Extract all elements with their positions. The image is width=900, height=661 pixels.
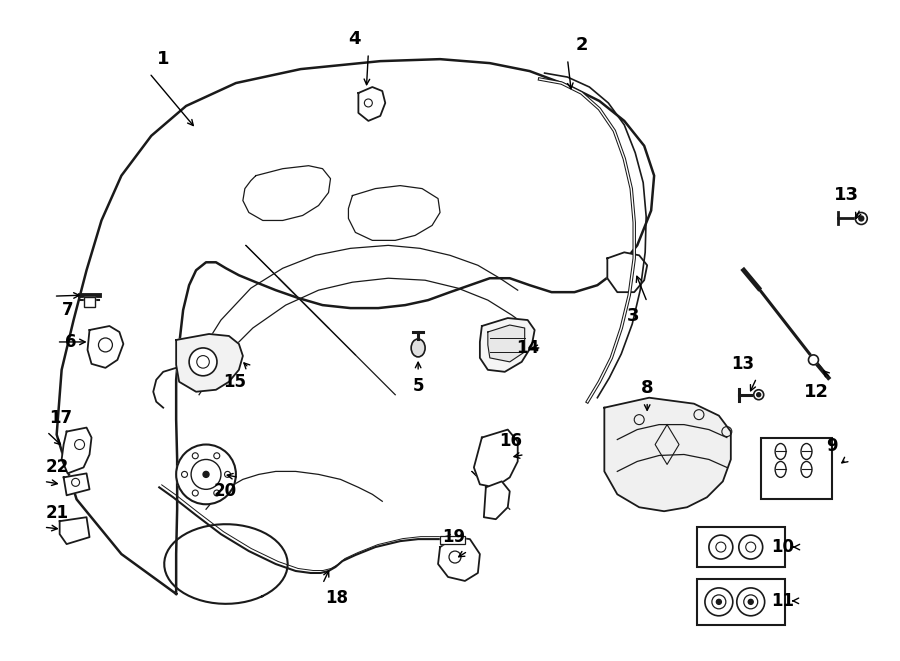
Polygon shape xyxy=(604,398,731,511)
Circle shape xyxy=(203,471,209,477)
Circle shape xyxy=(855,212,868,225)
Polygon shape xyxy=(358,87,385,121)
Polygon shape xyxy=(488,325,525,362)
Circle shape xyxy=(189,348,217,376)
Bar xyxy=(760,438,832,499)
Circle shape xyxy=(193,453,198,459)
Circle shape xyxy=(225,471,230,477)
Bar xyxy=(440,536,465,544)
Bar xyxy=(760,438,832,499)
Circle shape xyxy=(214,453,220,459)
Circle shape xyxy=(748,600,753,604)
Polygon shape xyxy=(87,326,123,368)
Circle shape xyxy=(214,490,220,496)
Circle shape xyxy=(737,588,765,616)
Text: 13: 13 xyxy=(731,355,754,373)
Bar xyxy=(697,527,785,567)
Bar xyxy=(84,297,95,307)
Polygon shape xyxy=(176,334,243,392)
Circle shape xyxy=(859,216,864,221)
Text: 4: 4 xyxy=(348,30,361,48)
Circle shape xyxy=(176,444,236,504)
Bar xyxy=(697,579,785,625)
Circle shape xyxy=(705,588,733,616)
Text: 17: 17 xyxy=(50,408,72,426)
Text: 13: 13 xyxy=(833,186,859,204)
Polygon shape xyxy=(243,166,330,221)
Circle shape xyxy=(709,535,733,559)
Text: 9: 9 xyxy=(826,436,838,455)
Circle shape xyxy=(808,355,818,365)
Polygon shape xyxy=(61,428,92,473)
Text: 8: 8 xyxy=(641,379,653,397)
Text: 20: 20 xyxy=(213,483,237,500)
Text: 11: 11 xyxy=(771,592,794,610)
Bar xyxy=(84,297,95,307)
Text: 10: 10 xyxy=(771,538,794,556)
Text: 3: 3 xyxy=(627,307,640,325)
Text: 2: 2 xyxy=(575,36,588,54)
Ellipse shape xyxy=(801,461,812,477)
Circle shape xyxy=(757,393,760,397)
Text: 15: 15 xyxy=(223,373,247,391)
Ellipse shape xyxy=(411,339,425,357)
Text: 6: 6 xyxy=(65,333,76,351)
Polygon shape xyxy=(438,537,480,581)
Bar xyxy=(697,527,785,567)
Polygon shape xyxy=(480,318,535,372)
Polygon shape xyxy=(608,253,647,292)
Text: 21: 21 xyxy=(46,504,69,522)
Circle shape xyxy=(193,490,198,496)
Text: 19: 19 xyxy=(443,528,465,546)
Polygon shape xyxy=(59,517,89,544)
Text: 12: 12 xyxy=(804,383,829,401)
Polygon shape xyxy=(484,481,509,519)
Polygon shape xyxy=(64,473,89,495)
Circle shape xyxy=(182,471,187,477)
Text: 18: 18 xyxy=(325,589,348,607)
Ellipse shape xyxy=(775,444,786,459)
Bar xyxy=(440,536,465,544)
Polygon shape xyxy=(474,430,518,487)
Text: 7: 7 xyxy=(62,301,74,319)
Text: 1: 1 xyxy=(157,50,169,68)
Polygon shape xyxy=(348,186,440,241)
Text: 16: 16 xyxy=(500,432,522,449)
Text: 5: 5 xyxy=(412,377,424,395)
Circle shape xyxy=(716,600,722,604)
Circle shape xyxy=(753,390,764,400)
Ellipse shape xyxy=(775,461,786,477)
Text: 22: 22 xyxy=(46,459,69,477)
Polygon shape xyxy=(57,59,654,594)
Ellipse shape xyxy=(801,444,812,459)
Text: 14: 14 xyxy=(516,339,539,357)
Circle shape xyxy=(739,535,762,559)
Bar xyxy=(697,579,785,625)
